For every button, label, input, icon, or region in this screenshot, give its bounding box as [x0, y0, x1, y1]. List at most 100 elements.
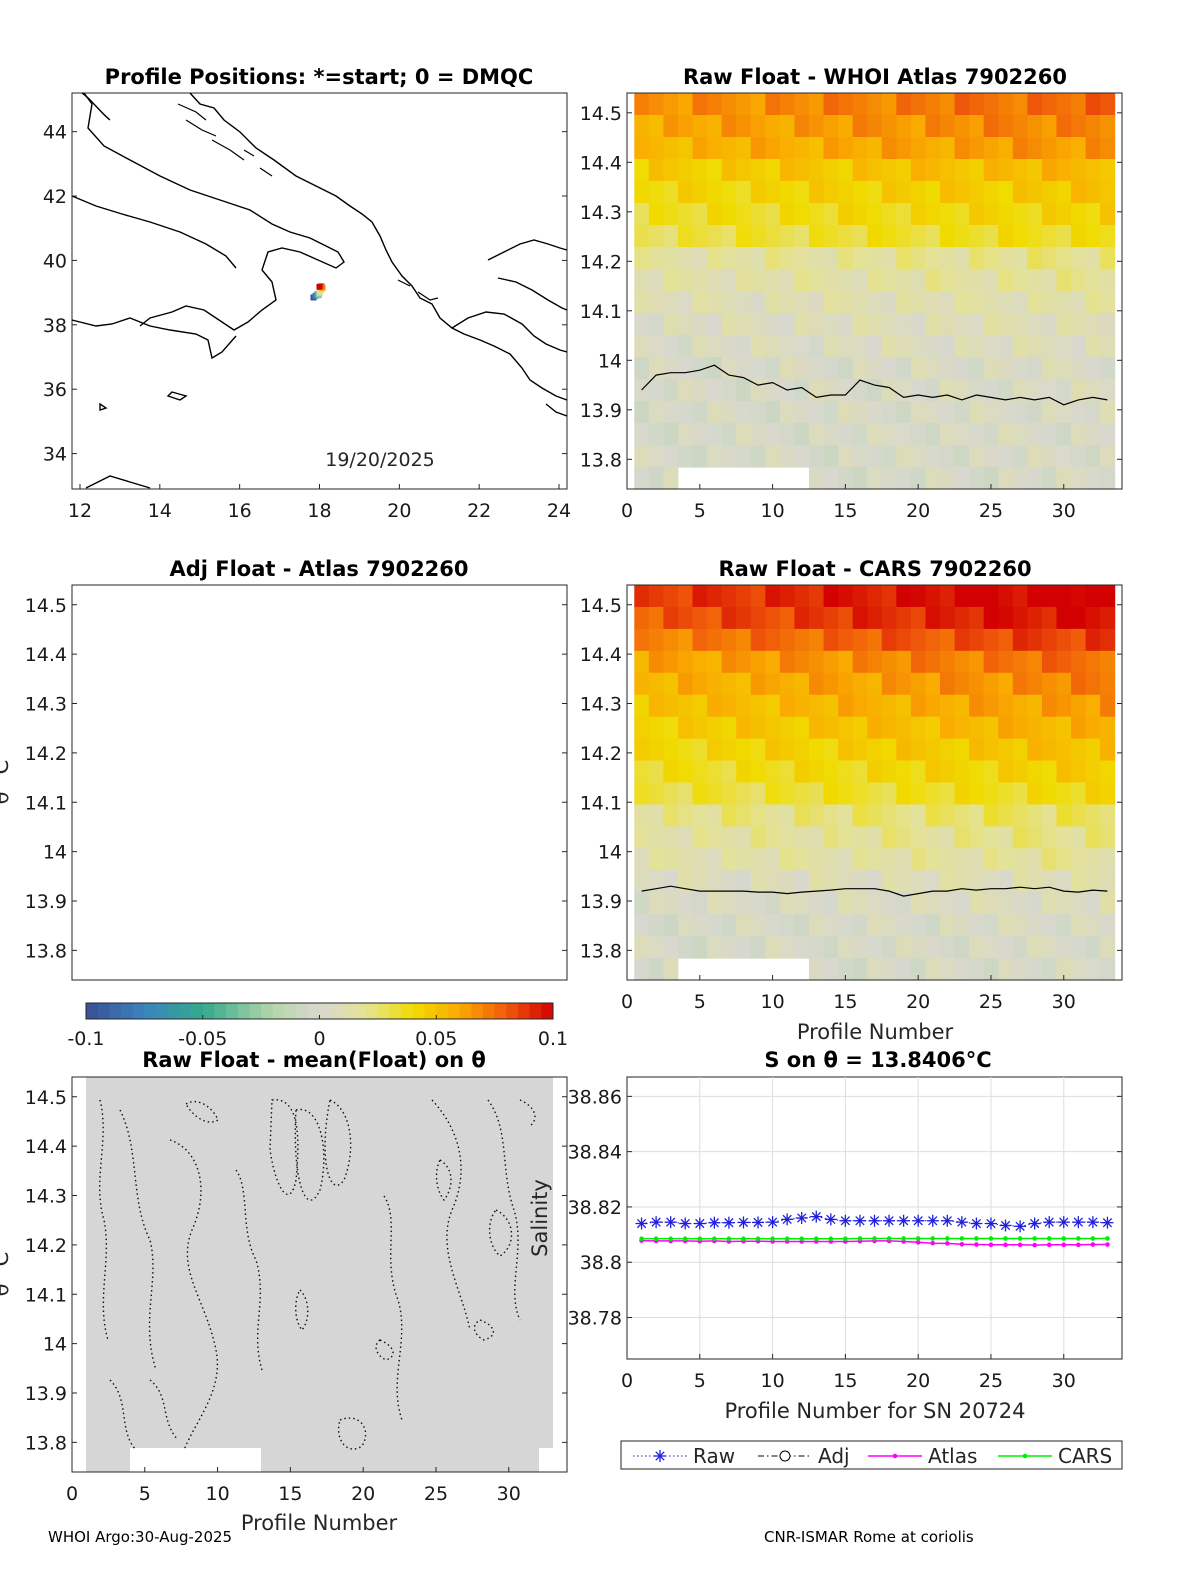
heatmap-cell — [823, 650, 839, 674]
heatmap-cell — [954, 445, 970, 468]
heatmap-cell — [881, 936, 897, 959]
heatmap-cell — [692, 650, 708, 674]
heatmap-cell — [954, 694, 970, 718]
x-tick-label: 15 — [833, 500, 857, 522]
heatmap-cell — [896, 760, 912, 784]
heatmap-cell — [969, 159, 985, 182]
heatmap-cell — [925, 760, 941, 784]
colorbar-cells — [86, 1003, 554, 1019]
heatmap-cell — [721, 628, 737, 652]
heatmap-cell — [1012, 93, 1028, 116]
heatmap-cell — [1012, 826, 1028, 849]
legend-atlas-marker — [892, 1453, 898, 1459]
heatmap-cell — [1056, 958, 1072, 981]
heatmap-cell — [867, 357, 883, 380]
heatmap-cell — [940, 892, 956, 915]
heatmap-cell — [736, 115, 752, 138]
heatmap-cell — [663, 269, 679, 292]
heatmap-cell — [998, 137, 1014, 160]
heatmap-cell — [750, 738, 766, 762]
heatmap-cell — [910, 225, 926, 248]
heatmap-cell — [808, 159, 825, 182]
heatmap-cell — [808, 181, 825, 204]
heatmap-cell — [1100, 313, 1116, 336]
heatmap-cell — [940, 782, 956, 806]
heatmap-cell — [925, 225, 941, 248]
heatmap-cell — [1041, 848, 1057, 871]
cars-point — [930, 1236, 936, 1241]
whoi-theta-contour — [641, 364, 1108, 406]
heatmap-cell — [1012, 423, 1028, 446]
heatmap-cell — [983, 335, 999, 358]
heatmap-cell — [648, 936, 664, 959]
heatmap-cell — [852, 738, 868, 762]
colorbar: -0.1 -0.05 0 0.05 0.1 — [67, 1002, 568, 1050]
cars-x-label: Profile Number — [797, 1020, 954, 1044]
heatmap-cell — [852, 958, 868, 981]
heatmap-cell — [634, 716, 650, 740]
y-tick-label: 13.9 — [580, 400, 622, 422]
heatmap-cell — [940, 423, 956, 446]
heatmap-cell — [1071, 606, 1087, 630]
heatmap-cell — [838, 423, 854, 446]
colorbar-swatch — [529, 1003, 542, 1019]
heatmap-cell — [779, 585, 795, 608]
whoi-heatmap-cells — [634, 93, 1116, 490]
heatmap-cell — [692, 870, 708, 893]
heatmap-cell — [838, 958, 854, 981]
heatmap-cell — [969, 716, 985, 740]
heatmap-cell — [954, 892, 970, 915]
heatmap-cell — [852, 467, 868, 490]
heatmap-cell — [896, 782, 912, 806]
heatmap-cell — [721, 181, 737, 204]
heatmap-cell — [721, 650, 737, 674]
heatmap-cell — [721, 137, 737, 160]
heatmap-cell — [794, 181, 810, 204]
heatmap-cell — [983, 445, 999, 468]
heatmap-cell — [867, 115, 883, 138]
heatmap-cell — [954, 93, 970, 116]
heatmap-cell — [838, 137, 854, 160]
y-tick-label: 38.82 — [568, 1197, 622, 1219]
heatmap-cell — [983, 357, 999, 380]
heatmap-cell — [881, 159, 897, 182]
heatmap-cell — [808, 313, 825, 336]
cars-y-ticks: 13.8 13.9 14 14.1 14.2 14.3 14.4 14.5 — [580, 595, 1122, 962]
colorbar-swatch — [342, 1003, 356, 1019]
heatmap-cell — [896, 445, 912, 468]
heatmap-cell — [707, 159, 723, 182]
colorbar-swatch — [121, 1003, 134, 1019]
heatmap-cell — [750, 650, 766, 674]
heatmap-cell — [779, 225, 795, 248]
heatmap-cell — [677, 738, 694, 762]
heatmap-cell — [954, 672, 970, 696]
heatmap-cell — [648, 650, 664, 674]
heatmap-cell — [838, 585, 854, 608]
heatmap-cell — [867, 826, 883, 849]
cars-x-ticks: 0 5 10 15 20 25 30 — [621, 975, 1076, 1013]
heatmap-cell — [808, 247, 825, 270]
cars-point — [639, 1236, 644, 1242]
heatmap-cell — [896, 181, 912, 204]
raw-point — [1015, 1221, 1025, 1231]
heatmap-cell — [794, 848, 810, 871]
heatmap-cell — [998, 467, 1014, 490]
heatmap-cell — [1012, 738, 1028, 762]
heatmap-cell — [1071, 203, 1087, 226]
heatmap-cell — [1085, 958, 1101, 981]
heatmap-cell — [838, 247, 854, 270]
heatmap-cell — [1012, 782, 1028, 806]
heatmap-cell — [998, 379, 1014, 402]
heatmap-cell — [794, 760, 810, 784]
heatmap-cell — [867, 379, 883, 402]
heatmap-cell — [838, 650, 854, 674]
heatmap-cell — [1071, 628, 1087, 652]
heatmap-cell — [969, 650, 985, 674]
heatmap-cell — [954, 225, 970, 248]
heatmap-cell — [736, 606, 752, 630]
heatmap-cell — [881, 115, 897, 138]
heatmap-cell — [1056, 445, 1072, 468]
heatmap-cell — [838, 606, 854, 630]
heatmap-cell — [896, 936, 912, 959]
heatmap-cell — [896, 379, 912, 402]
